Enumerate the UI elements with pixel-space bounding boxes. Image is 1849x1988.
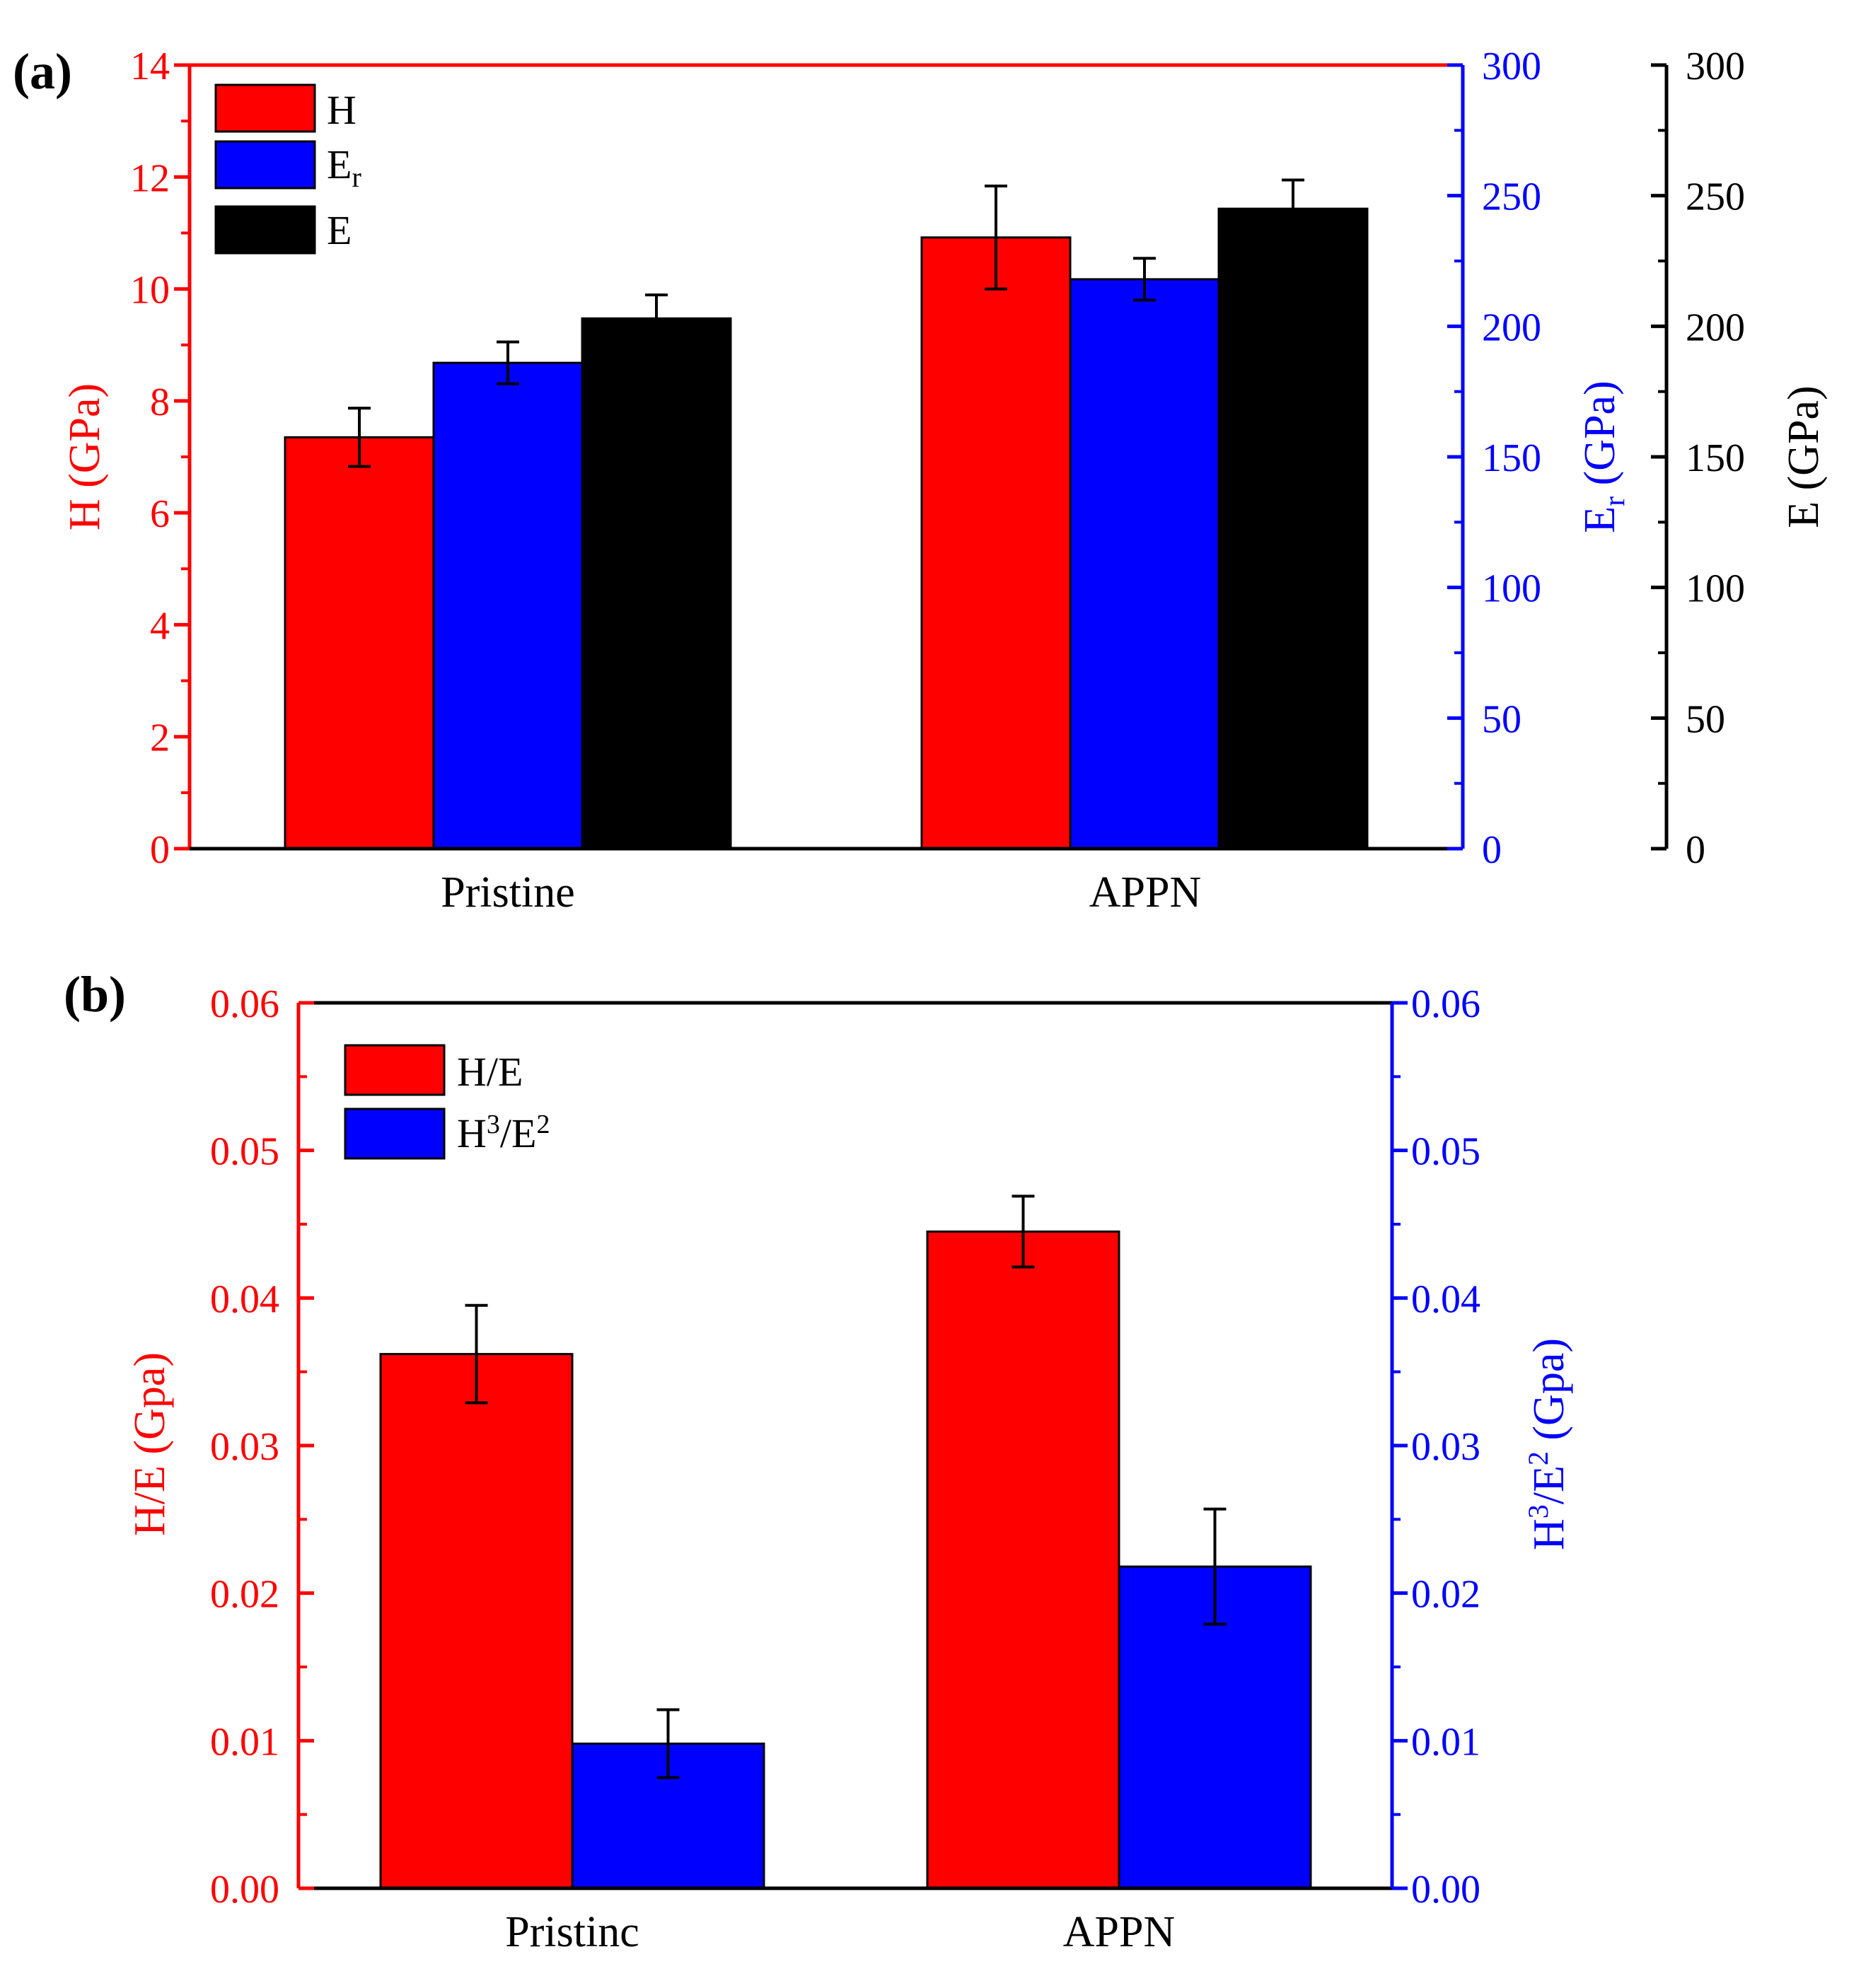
panel-b-left-tick-label: 0.00 <box>210 1868 279 1912</box>
panel-b-left-tick-label: 0.06 <box>210 982 279 1026</box>
panel-b-right-axis-title-b: /E <box>1525 1465 1573 1504</box>
panel-b-left-tick-label: 0.01 <box>210 1720 279 1764</box>
panel-b-right-axis-title-c: (Gpa) <box>1525 1338 1573 1451</box>
panel-b-bar-h-e-appn <box>926 1230 1120 1890</box>
panel-a-bar-e-appn <box>1217 207 1369 850</box>
panel-a-right1-ticks: 0 50 100 150 200 250 300 <box>1447 45 1541 872</box>
panel-b-legend-label-h3e2-sup1: 3 <box>487 1110 500 1139</box>
panel-b-right-tick-label: 0.02 <box>1411 1573 1480 1617</box>
panel-b-left-tick-label: 0.03 <box>210 1425 279 1469</box>
panel-b-chart: (b) 0.000.010.020.030.040.050.06 0.000.0… <box>64 966 1573 1956</box>
panel-a-right2-tick-label: 150 <box>1686 436 1745 480</box>
panel-a-right1-tick-label: 300 <box>1482 45 1541 88</box>
panel-b-right-ticks: 0.00 0.01 0.02 0.03 0.04 0.05 0.06 <box>1392 982 1480 1912</box>
panel-b-right-tick-label: 0.01 <box>1411 1720 1480 1764</box>
panel-a-left-tick-label: 8 <box>150 380 170 424</box>
panel-a-right1-tick-label: 150 <box>1482 436 1541 480</box>
panel-b-bars <box>379 1230 1312 1890</box>
panel-b-legend-label-h3e2-mid: /E <box>500 1110 537 1156</box>
panel-a-right1-axis-title-tail: (GPa) <box>1576 380 1624 496</box>
panel-b-legend-label-h3e2: H3/E2 <box>457 1110 550 1156</box>
panel-a-left-tick-label: 14 <box>130 45 170 88</box>
panel-a-right2-tick-label: 100 <box>1686 567 1745 611</box>
panel-a-bar-e-pristine <box>581 317 732 850</box>
panel-a-category-label-pristine: Pristine <box>441 868 574 917</box>
panel-b-left-ticks: 0.00 0.01 0.02 0.03 0.04 0.05 0.06 <box>210 982 314 1912</box>
panel-b-legend-swatch-he <box>344 1044 446 1096</box>
panel-b-right-tick-label: 0.03 <box>1411 1425 1480 1469</box>
panel-a-bar-h-appn <box>920 236 1072 850</box>
panel-a-left-tick-label: 4 <box>150 604 170 648</box>
panel-a-legend-label-er: Er <box>327 141 361 193</box>
panel-b-error-bars <box>465 1194 1227 1779</box>
panel-b-left-tick-label: 0.05 <box>210 1130 279 1174</box>
panel-a-legend-swatch-h <box>214 83 316 133</box>
panel-a-right2-tick-label: 50 <box>1686 697 1725 741</box>
panel-a-legend-label-er-sub: r <box>352 161 361 193</box>
panel-b-right-axis-title-a: H <box>1525 1518 1573 1550</box>
panel-b-legend-label-h3e2-sup2: 2 <box>536 1110 550 1139</box>
panel-b-label: (b) <box>64 966 126 1023</box>
panel-a-bar-h-pristine <box>284 436 435 850</box>
panel-a-right1-tick-label: 100 <box>1482 567 1541 611</box>
panel-a-left-tick-label: 10 <box>130 269 170 313</box>
panel-b-bar-h-e-pristinc <box>379 1353 574 1890</box>
panel-a-right2-tick-label: 300 <box>1686 45 1745 88</box>
panel-a-right1-axis-title-main: E <box>1576 506 1624 533</box>
panel-a-error-bars <box>348 178 1304 468</box>
panel-a-right1-axis-title-sub: r <box>1599 496 1631 506</box>
panel-b-left-tick-label: 0.02 <box>210 1573 279 1617</box>
panel-b-legend-label-he: H/E <box>457 1049 523 1095</box>
panel-b-left-axis-title: H/E (Gpa) <box>126 1352 174 1536</box>
panel-b-right-axis-title-sup2: 2 <box>1522 1451 1554 1465</box>
panel-b-right-tick-label: 0.05 <box>1411 1130 1480 1174</box>
panel-a-legend-label-er-main: E <box>327 141 352 187</box>
panel-a-right1-axis-title: Er (GPa) <box>1576 380 1631 533</box>
panel-a-chart: (a) 0 2 4 6 8 10 12 14 0 50 100 150 200 250 300 0 50 10… <box>13 43 1828 917</box>
panel-b-right-tick-label: 0.06 <box>1411 982 1480 1026</box>
panel-a-category-label-appn: APPN <box>1089 868 1202 917</box>
panel-b-category-label-pristine: Pristinc <box>505 1908 639 1956</box>
panel-b-legend: H/E H3/E2 <box>344 1044 550 1160</box>
panel-b-right-axis-title: H3/E2 (Gpa) <box>1522 1338 1573 1550</box>
panel-a-right1-tick-label: 0 <box>1482 828 1502 872</box>
panel-a-right1-tick-label: 50 <box>1482 697 1521 741</box>
panel-b-right-tick-label: 0.04 <box>1411 1277 1480 1321</box>
panel-a-left-tick-label: 12 <box>130 156 170 200</box>
panel-a-left-axis-title: H (GPa) <box>61 383 109 530</box>
panel-a-left-tick-label: 0 <box>150 828 170 872</box>
panel-a-label: (a) <box>13 43 72 100</box>
panel-b-category-label-appn: APPN <box>1063 1908 1176 1956</box>
panel-a-legend-swatch-e <box>214 205 316 255</box>
panel-a-left-tick-label: 6 <box>150 492 170 536</box>
panel-a-legend: H Er E <box>214 83 361 255</box>
panel-a-legend-label-h: H <box>327 87 357 133</box>
panel-a-right2-ticks: 0 50 100 150 200 250 300 <box>1651 45 1745 872</box>
panel-a-right2-tick-label: 250 <box>1686 175 1745 219</box>
panel-a-bar-er-pristine <box>432 361 584 850</box>
panel-a-right1-tick-label: 250 <box>1482 175 1541 219</box>
panel-b-left-tick-label: 0.04 <box>210 1277 279 1321</box>
panel-a-right2-tick-label: 0 <box>1686 828 1705 872</box>
panel-a-left-tick-label: 2 <box>150 716 170 760</box>
panel-a-legend-swatch-er <box>214 140 316 190</box>
panel-a-legend-label-e: E <box>327 207 352 253</box>
panel-a-right1-tick-label: 200 <box>1482 306 1541 349</box>
panel-a-right2-axis-title: E (GPa) <box>1780 385 1828 528</box>
panel-b-right-axis-title-sup1: 3 <box>1522 1504 1554 1518</box>
panel-b-legend-swatch-h3e2 <box>344 1108 446 1160</box>
panel-a-left-ticks: 0 2 4 6 8 10 12 14 <box>130 45 190 872</box>
panel-b-right-tick-label: 0.00 <box>1411 1868 1480 1912</box>
panel-a-right2-tick-label: 200 <box>1686 306 1745 349</box>
panel-b-legend-label-h3e2-a: H <box>457 1110 487 1156</box>
panel-a-bar-er-appn <box>1069 278 1220 850</box>
